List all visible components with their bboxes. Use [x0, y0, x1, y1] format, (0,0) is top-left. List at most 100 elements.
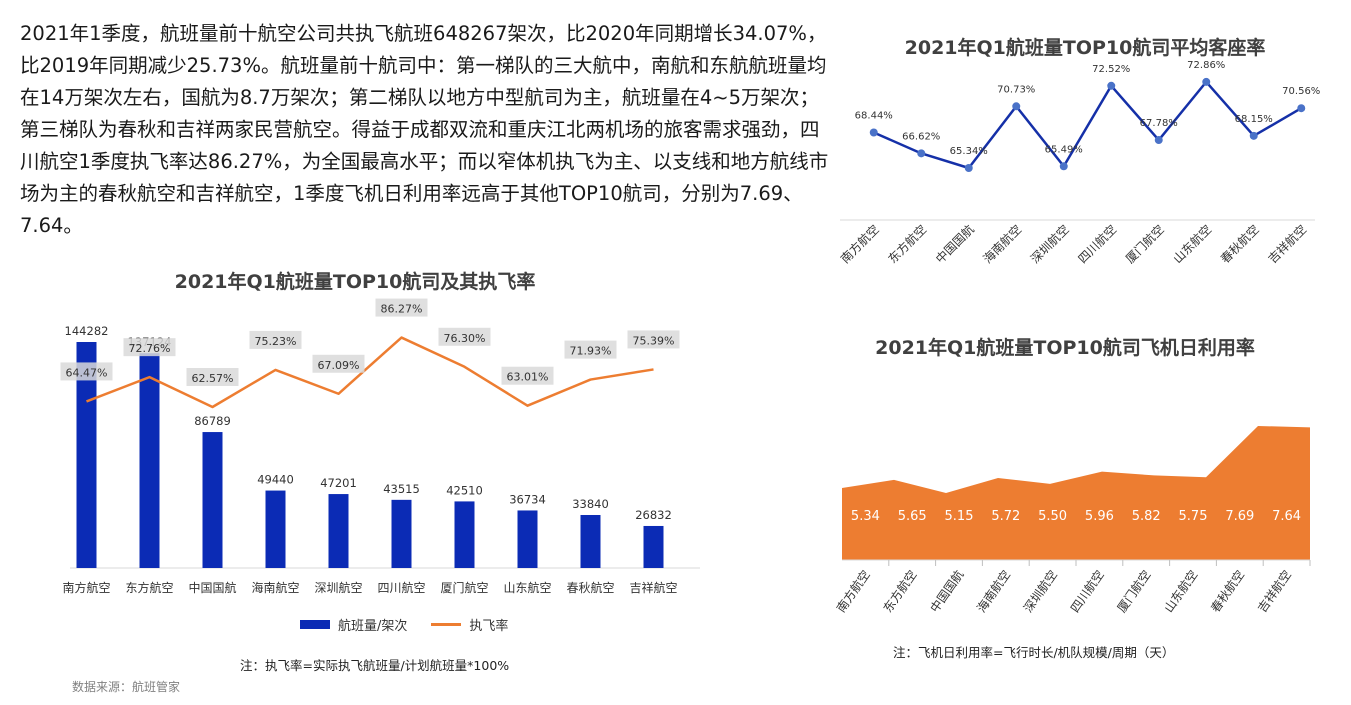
- util-value-label-8: 7.69: [1225, 509, 1254, 524]
- bar-value-label-9: 26832: [635, 508, 672, 522]
- rate-label-6: 76.30%: [444, 332, 486, 345]
- bar-6: [454, 501, 475, 568]
- bar-2: [202, 432, 223, 568]
- rate-label-bg-9: [627, 330, 680, 349]
- util-x-tick-label-3: 海南航空: [973, 567, 1013, 615]
- load-point-5: [1107, 81, 1116, 90]
- bar-value-label-0: 144282: [65, 324, 109, 338]
- load-value-label-9: 70.56%: [1282, 86, 1320, 97]
- load-point-9: [1297, 104, 1306, 113]
- load-value-label-8: 68.15%: [1235, 114, 1273, 125]
- bar-5: [391, 499, 412, 568]
- load-value-label-6: 67.78%: [1140, 118, 1178, 129]
- load-value-label-1: 66.62%: [902, 131, 940, 142]
- x-tick-label-4: 深圳航空: [314, 580, 362, 595]
- rate-label-9: 75.39%: [633, 334, 675, 347]
- intro-paragraph: 2021年1季度，航班量前十航空公司共执飞航班648267架次，比2020年同期…: [20, 22, 829, 237]
- load-chart: 68.44% 南方航空 66.62% 东方航空 65.34% 中国国航 70.73% 海南航空…: [837, 60, 1320, 267]
- load-point-6: [1154, 136, 1163, 145]
- flights-chart: 144282南方航空137124东方航空86789中国国航49440海南航空47…: [60, 298, 700, 595]
- x-tick-label-5: 四川航空: [377, 580, 425, 595]
- rate-label-bg-3: [249, 330, 302, 349]
- util-chart-note: 注：飞机日利用率=飞行时长/机队规模/周期（天）: [893, 645, 1175, 660]
- legend-swatch-rate: [431, 623, 462, 626]
- data-source: 数据来源：航班管家: [72, 680, 181, 694]
- load-value-label-4: 65.49%: [1045, 144, 1083, 155]
- x-tick-label-3: 海南航空: [251, 580, 299, 595]
- load-value-label-5: 72.52%: [1092, 64, 1130, 75]
- bar-value-label-2: 86789: [194, 414, 231, 428]
- util-value-label-9: 7.64: [1272, 509, 1301, 524]
- x-tick-label-1: 东方航空: [125, 580, 173, 595]
- rate-label-bg-2: [186, 368, 239, 386]
- bar-3: [265, 490, 286, 568]
- load-value-label-7: 72.86%: [1187, 60, 1225, 71]
- x-tick-label-8: 春秋航空: [566, 580, 614, 595]
- load-x-tick-label-1: 东方航空: [885, 222, 930, 267]
- rate-label-3: 75.23%: [255, 335, 297, 348]
- load-value-label-2: 65.34%: [950, 146, 988, 157]
- bar-1: [139, 353, 160, 568]
- util-x-tick-label-9: 吉祥航空: [1254, 567, 1294, 615]
- load-x-tick-label-9: 吉祥航空: [1265, 222, 1310, 267]
- bar-9: [643, 525, 664, 568]
- util-x-tick-label-8: 春秋航空: [1207, 567, 1247, 615]
- bar-value-label-3: 49440: [257, 473, 294, 487]
- rate-label-bg-1: [123, 338, 176, 357]
- util-value-label-6: 5.82: [1132, 509, 1161, 524]
- util-value-label-2: 5.15: [945, 509, 974, 524]
- load-point-3: [1012, 102, 1021, 111]
- load-x-tick-label-6: 厦门航空: [1122, 222, 1167, 267]
- rate-line: [86, 336, 654, 409]
- bar-value-label-5: 43515: [383, 482, 420, 496]
- bar-value-label-4: 47201: [320, 476, 357, 490]
- load-point-0: [869, 128, 878, 137]
- load-point-8: [1249, 131, 1258, 140]
- load-point-4: [1059, 162, 1068, 171]
- load-chart-title: 2021年Q1航班量TOP10航司平均客座率: [904, 37, 1266, 59]
- rate-label-bg-4: [312, 354, 365, 373]
- bar-4: [328, 494, 349, 568]
- util-x-tick-label-6: 厦门航空: [1114, 567, 1154, 615]
- x-tick-label-6: 厦门航空: [440, 580, 488, 595]
- rate-label-5: 86.27%: [381, 303, 423, 316]
- util-value-label-5: 5.96: [1085, 509, 1114, 524]
- rate-label-bg-8: [564, 340, 617, 359]
- load-x-tick-label-5: 四川航空: [1075, 222, 1120, 267]
- rate-label-2: 62.57%: [192, 372, 234, 385]
- bar-value-label-7: 36734: [509, 492, 546, 506]
- flights-chart-legend: 航班量/架次 执飞率: [300, 615, 508, 634]
- legend-label-rate: 执飞率: [469, 619, 509, 634]
- legend-label-flights: 航班量/架次: [338, 619, 408, 634]
- load-point-2: [964, 164, 973, 172]
- rate-label-bg-6: [438, 327, 491, 346]
- util-x-tick-label-4: 深圳航空: [1020, 567, 1060, 615]
- rate-label-bg-7: [501, 366, 554, 385]
- util-x-tick-label-5: 四川航空: [1067, 567, 1107, 615]
- rate-label-4: 67.09%: [318, 359, 360, 372]
- util-value-label-7: 5.75: [1179, 509, 1208, 524]
- load-x-tick-label-4: 深圳航空: [1027, 222, 1072, 267]
- util-area: [842, 426, 1310, 560]
- bar-8: [580, 514, 601, 568]
- load-x-tick-label-3: 海南航空: [980, 222, 1025, 267]
- util-x-tick-label-0: 南方航空: [833, 567, 873, 615]
- rate-label-bg-0: [60, 362, 113, 381]
- util-x-tick-label-2: 中国国航: [927, 567, 967, 615]
- util-x-tick-label-7: 山东航空: [1161, 567, 1201, 615]
- util-value-label-4: 5.50: [1038, 509, 1067, 524]
- x-tick-label-0: 南方航空: [62, 580, 110, 595]
- rate-label-0: 64.47%: [66, 366, 108, 379]
- util-chart-title: 2021年Q1航班量TOP10航司飞机日利用率: [875, 337, 1255, 359]
- load-x-tick-label-7: 山东航空: [1170, 222, 1215, 267]
- x-tick-label-2: 中国国航: [188, 580, 236, 595]
- util-value-label-3: 5.72: [991, 509, 1020, 524]
- bar-7: [517, 510, 538, 568]
- util-value-label-0: 5.34: [851, 509, 880, 524]
- flights-chart-note: 注：执飞率=实际执飞航班量/计划航班量*100%: [240, 658, 510, 673]
- load-value-label-3: 70.73%: [997, 84, 1035, 95]
- x-tick-label-7: 山东航空: [503, 580, 551, 595]
- rate-label-1: 72.76%: [129, 342, 171, 355]
- load-line: [873, 80, 1302, 170]
- util-value-label-1: 5.65: [898, 509, 927, 524]
